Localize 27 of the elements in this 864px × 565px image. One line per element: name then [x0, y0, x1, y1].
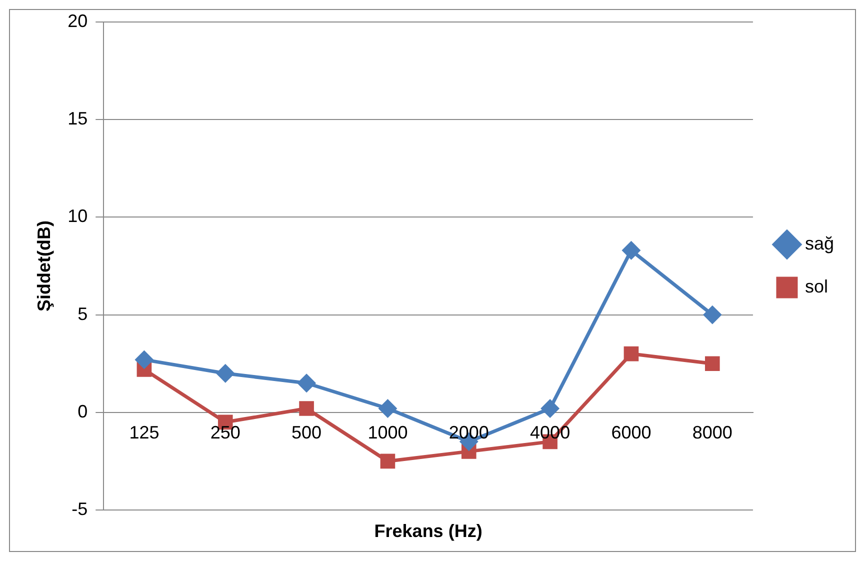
point — [299, 401, 314, 416]
point — [622, 242, 640, 260]
x-tick-label: 500 — [292, 422, 322, 442]
x-tick-label: 6000 — [611, 422, 652, 442]
legend-label: sol — [804, 276, 828, 296]
point — [298, 374, 316, 392]
y-tick-label: -5 — [72, 498, 88, 519]
x-tick-label: 1000 — [368, 422, 408, 442]
x-tick-label: 250 — [210, 422, 240, 442]
y-tick-label: 10 — [68, 206, 88, 226]
y-tick-label: 15 — [68, 108, 88, 129]
point — [704, 306, 722, 324]
point — [135, 350, 153, 368]
x-tick-label: 8000 — [692, 422, 732, 442]
point — [624, 346, 639, 362]
point — [216, 364, 234, 382]
y-tick-label: 20 — [68, 10, 88, 31]
legend-label: sağ — [804, 233, 834, 254]
point — [380, 454, 396, 469]
point — [378, 400, 396, 418]
x-axis-title: Frekans (Hz) — [374, 520, 482, 541]
y-tick-label: 0 — [78, 401, 88, 422]
x-tick-label: 125 — [129, 422, 160, 442]
y-axis-title: Şiddet(dB) — [34, 220, 54, 312]
point — [704, 356, 720, 372]
point — [541, 400, 559, 418]
y-tick-label: 5 — [78, 304, 88, 324]
